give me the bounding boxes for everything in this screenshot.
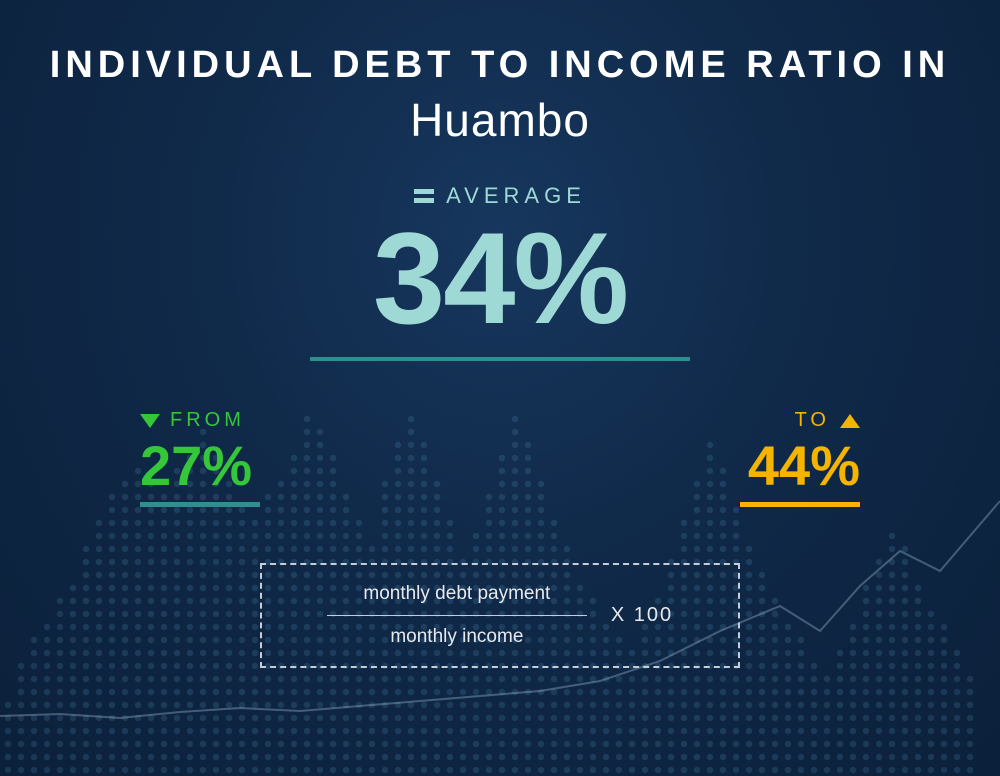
formula-denominator: monthly income [390, 626, 523, 648]
formula-multiplier: X 100 [611, 604, 673, 627]
title-line-2: Huambo [0, 93, 1000, 147]
to-label-row: TO [740, 409, 860, 432]
bars-equal-icon [414, 189, 434, 203]
to-underline [740, 502, 860, 507]
to-value: 44% [740, 438, 860, 494]
average-underline [310, 357, 690, 361]
triangle-down-icon [140, 414, 160, 428]
triangle-up-icon [840, 414, 860, 428]
from-value: 27% [140, 438, 260, 494]
from-underline [140, 502, 260, 507]
average-value: 34% [310, 213, 690, 343]
content-root: INDIVIDUAL DEBT TO INCOME RATIO IN Huamb… [0, 0, 1000, 776]
formula-numerator: monthly debt payment [363, 583, 550, 605]
title-line-1: INDIVIDUAL DEBT TO INCOME RATIO IN [0, 44, 1000, 87]
from-label: FROM [170, 409, 245, 432]
formula-box: monthly debt payment monthly income X 10… [260, 563, 740, 668]
fraction-line [327, 615, 587, 616]
average-block: AVERAGE 34% [310, 183, 690, 361]
from-label-row: FROM [140, 409, 260, 432]
to-block: TO 44% [740, 409, 860, 507]
from-block: FROM 27% [140, 409, 260, 507]
range-row: FROM 27% TO 44% [140, 409, 860, 507]
to-label: TO [795, 409, 830, 432]
formula-fraction: monthly debt payment monthly income [327, 583, 587, 648]
